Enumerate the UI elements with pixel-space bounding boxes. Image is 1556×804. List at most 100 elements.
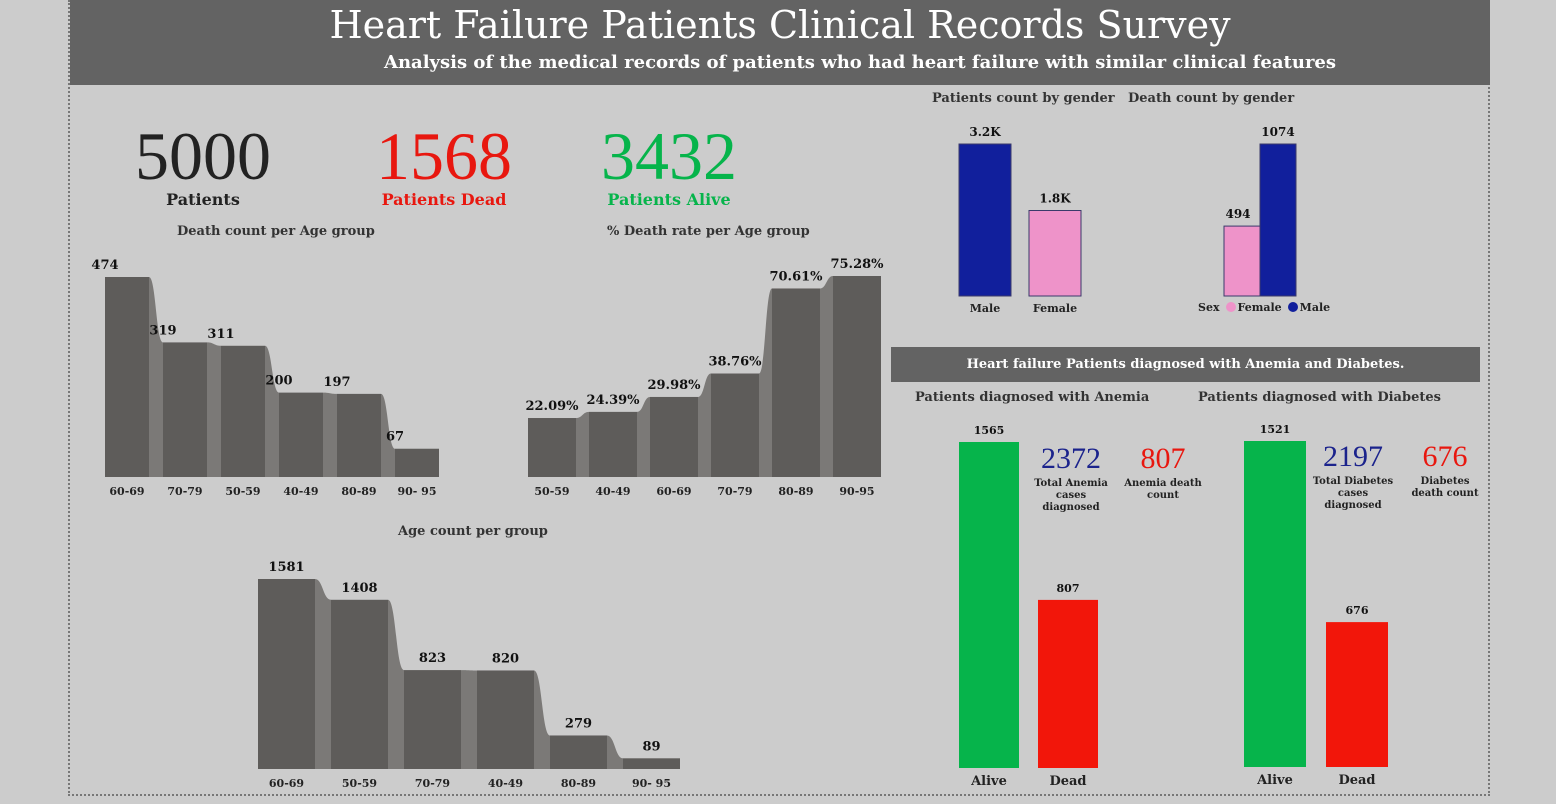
anemia-tick-label: Dead — [1049, 774, 1086, 789]
kpi-total-label: Patients — [166, 190, 240, 209]
age_count-ribbon — [388, 599, 404, 769]
age_count-bar — [550, 735, 607, 769]
death_age-bar — [105, 277, 149, 477]
anemia-data-label: 1565 — [974, 424, 1005, 437]
gender_death-bar — [1223, 225, 1261, 297]
kpi-dead-label: Patients Dead — [381, 190, 507, 209]
anemia-death-stat: 807 Anemia death count — [1122, 444, 1204, 502]
gender-count-title: Patients count by gender — [932, 91, 1115, 106]
anemia-death-value: 807 — [1140, 442, 1186, 475]
rate_age-data-label: 75.28% — [830, 257, 884, 272]
anemia-data-label: 807 — [1057, 582, 1080, 595]
age_count-ribbon — [315, 579, 331, 769]
gender_death-data-label: 1074 — [1261, 125, 1294, 139]
death_age-bar — [337, 393, 381, 477]
death_age-bar — [163, 342, 207, 477]
rate_age-data-label: 70.61% — [769, 269, 823, 284]
rate_age-tick-label: 40-49 — [595, 485, 630, 498]
diabetes-total-value: 2197 — [1323, 440, 1383, 473]
rate_age-bar — [772, 288, 820, 477]
kpi-total-value: 5000 — [135, 118, 271, 194]
age_count-bar — [258, 579, 315, 769]
age_count-tick-label: 50-59 — [342, 777, 377, 790]
age_count-data-label: 279 — [565, 716, 592, 731]
kpi-total: 5000 Patients — [118, 122, 288, 209]
gender_count-data-label: 1.8K — [1039, 192, 1071, 206]
rate_age-bar — [711, 373, 759, 477]
rate_age-ribbon — [576, 411, 589, 477]
age_count-bar — [331, 599, 388, 769]
gender_death-data-label: 494 — [1225, 207, 1250, 221]
kpi-alive-value: 3432 — [601, 118, 737, 194]
age_count-tick-label: 90- 95 — [632, 777, 671, 790]
age_count-ribbon — [461, 670, 477, 769]
anemia-diabetes-banner: Heart failure Patients diagnosed with An… — [891, 347, 1480, 382]
legend-female: Female — [1237, 301, 1282, 314]
anemia-bar — [1038, 599, 1098, 768]
gender_count-bar — [1028, 210, 1082, 297]
rate-age-title: % Death rate per Age group — [607, 224, 810, 239]
legend-male: Male — [1299, 301, 1331, 314]
death_age-ribbon — [265, 345, 279, 477]
age_count-data-label: 823 — [419, 651, 446, 666]
age_count-tick-label: 40-49 — [488, 777, 523, 790]
anemia-total-label: Total Anemia cases diagnosed — [1034, 478, 1108, 513]
death_age-data-label: 67 — [386, 430, 404, 445]
kpi-alive-label: Patients Alive — [607, 190, 731, 209]
age_count-tick-label: 80-89 — [561, 777, 596, 790]
dashboard-frame — [68, 0, 1490, 796]
rate_age-tick-label: 60-69 — [656, 485, 691, 498]
death_age-tick-label: 40-49 — [283, 485, 318, 498]
kpi-dead-value: 1568 — [376, 118, 512, 194]
anemia-total-stat: 2372 Total Anemia cases diagnosed — [1030, 444, 1112, 514]
anemia-total-value: 2372 — [1041, 442, 1101, 475]
page-subtitle: Analysis of the medical records of patie… — [383, 52, 1337, 73]
legend-title: Sex — [1198, 301, 1220, 314]
rate_age-tick-label: 90-95 — [839, 485, 874, 498]
rate_age-bar — [650, 396, 698, 477]
death_age-bar — [279, 392, 323, 477]
death_age-data-label: 200 — [265, 374, 292, 389]
diabetes-total-label: Total Diabetes cases diagnosed — [1312, 476, 1394, 511]
death_age-ribbon — [323, 392, 337, 477]
rate_age-tick-label: 50-59 — [534, 485, 569, 498]
age_count-tick-label: 70-79 — [415, 777, 450, 790]
age_count-ribbon — [534, 670, 550, 769]
age_count-bar — [404, 670, 461, 769]
death_age-data-label: 311 — [207, 327, 234, 342]
death-age-title: Death count per Age group — [177, 224, 375, 239]
gender-legend: Sex Female Male — [1198, 301, 1330, 314]
death_age-tick-label: 60-69 — [109, 485, 144, 498]
diabetes-total-stat: 2197 Total Diabetes cases diagnosed — [1312, 442, 1394, 512]
age_count-bar — [477, 670, 534, 769]
male-legend-dot — [1287, 302, 1298, 312]
death_age-bar — [395, 448, 439, 477]
age_count-data-label: 820 — [492, 651, 519, 666]
anemia-bar — [959, 442, 1019, 768]
rate_age-bar — [833, 276, 881, 477]
diabetes-title: Patients diagnosed with Diabetes — [1198, 390, 1441, 405]
death_age-bar — [221, 345, 265, 477]
rate_age-ribbon — [820, 276, 833, 477]
death_age-ribbon — [207, 342, 221, 477]
gender_count-tick-label: Female — [1033, 302, 1077, 315]
female-legend-dot — [1225, 302, 1236, 312]
death_age-data-label: 197 — [323, 375, 350, 390]
age_count-tick-label: 60-69 — [269, 777, 304, 790]
rate_age-bar — [528, 418, 576, 477]
death_age-tick-label: 80-89 — [341, 485, 376, 498]
death_age-tick-label: 50-59 — [225, 485, 260, 498]
kpi-dead: 1568 Patients Dead — [354, 122, 534, 209]
gender_count-bar — [958, 143, 1012, 297]
diabetes-data-label: 1521 — [1260, 423, 1291, 436]
diabetes-tick-label: Alive — [1256, 773, 1293, 788]
rate_age-ribbon — [759, 288, 772, 477]
death_age-tick-label: 70-79 — [167, 485, 202, 498]
age_count-data-label: 89 — [642, 739, 660, 754]
gender_death-bar — [1259, 143, 1297, 297]
rate_age-data-label: 24.39% — [586, 393, 640, 408]
header-bar: Heart Failure Patients Clinical Records … — [70, 0, 1490, 85]
gender_count-data-label: 3.2K — [969, 125, 1001, 139]
death_age-data-label: 474 — [91, 258, 118, 273]
diabetes-bar — [1326, 622, 1388, 767]
